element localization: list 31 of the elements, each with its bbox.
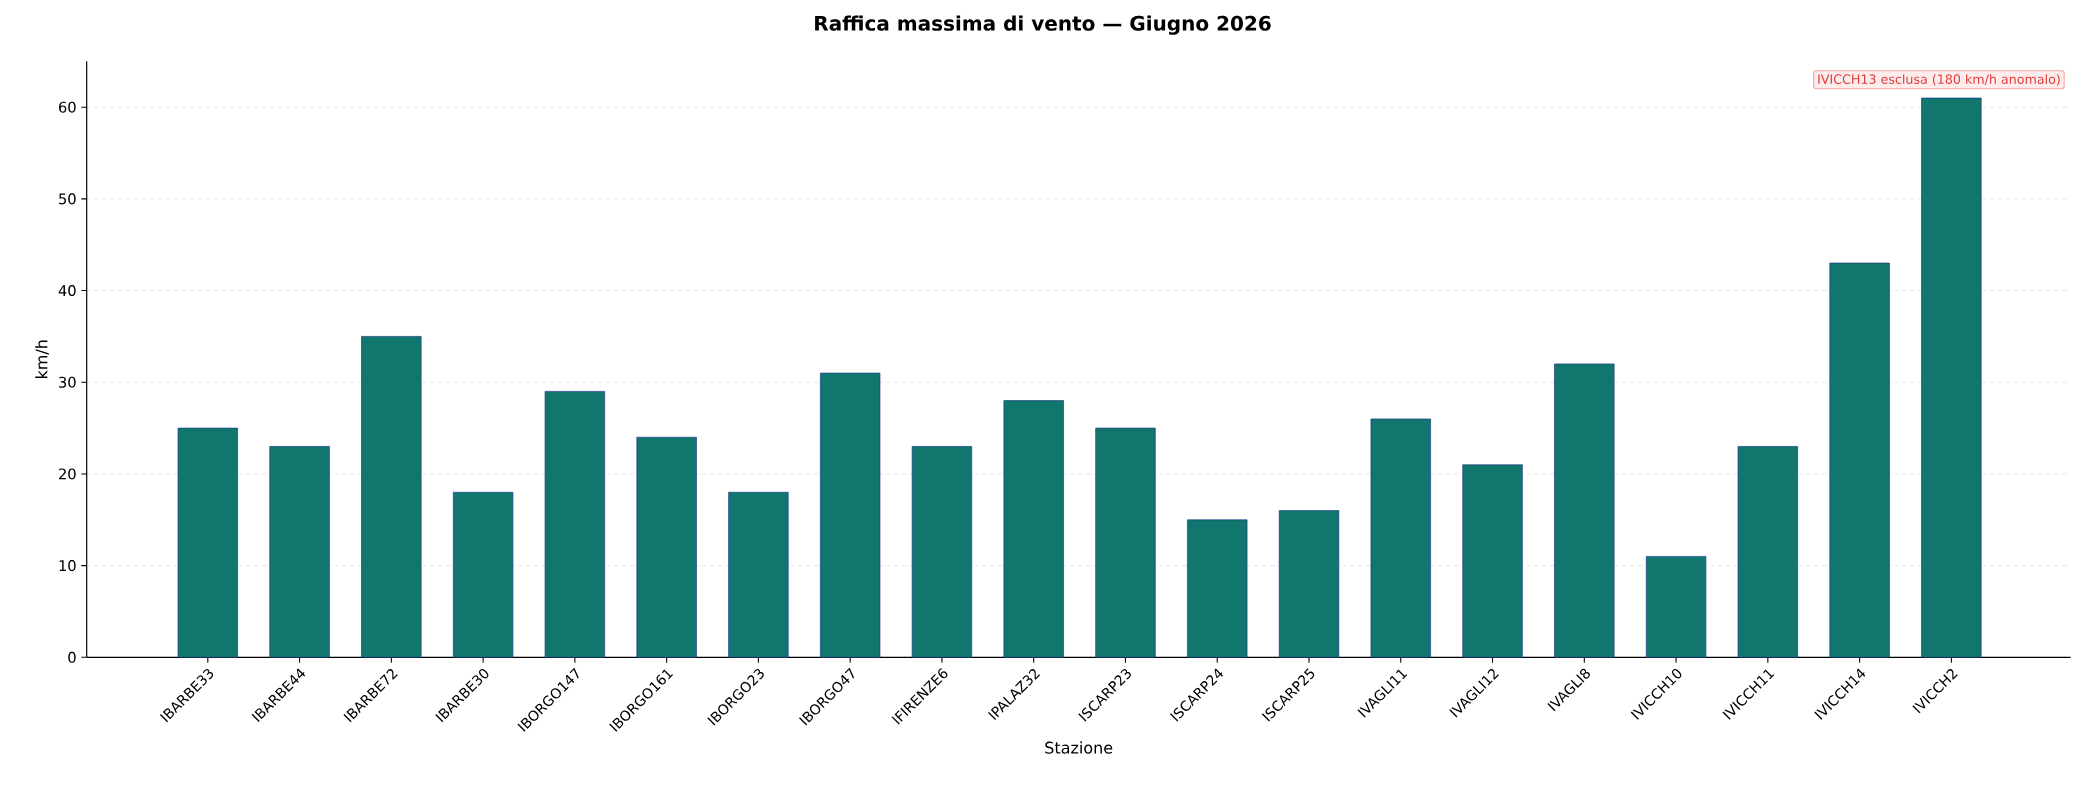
y-tick-label: 60 xyxy=(59,101,76,113)
bar xyxy=(177,427,238,658)
bar xyxy=(636,436,697,658)
y-tick-label: 20 xyxy=(59,468,76,480)
y-tick-label: 0 xyxy=(68,651,76,663)
bar xyxy=(728,491,789,658)
bar xyxy=(452,491,514,658)
bar xyxy=(1370,418,1431,658)
bar xyxy=(911,446,973,658)
y-tick-label: 10 xyxy=(59,560,76,572)
y-tick-label: 40 xyxy=(58,285,76,297)
y-axis-title: km/h xyxy=(35,340,49,379)
chart-title: Raffica massima di vento — Giugno 2026 xyxy=(815,15,1271,35)
bar xyxy=(269,446,330,658)
x-axis-title: Stazione xyxy=(1045,741,1113,754)
bar xyxy=(1921,97,1982,658)
bar xyxy=(1737,446,1798,658)
bar xyxy=(1829,262,1890,658)
y-tick-label: 50 xyxy=(59,193,76,205)
bar xyxy=(1462,464,1523,658)
annotation: IVICCH13 esclusa (180 km/h anomalo) xyxy=(1818,74,2060,86)
bar xyxy=(1095,427,1156,658)
bar xyxy=(1187,519,1248,658)
bar xyxy=(361,336,422,658)
bar xyxy=(1554,363,1615,658)
bar xyxy=(820,372,881,658)
bar xyxy=(1003,400,1064,658)
bar xyxy=(544,391,606,658)
y-tick-label: 30 xyxy=(59,376,76,388)
bar xyxy=(1278,510,1340,658)
bar xyxy=(1645,556,1707,658)
